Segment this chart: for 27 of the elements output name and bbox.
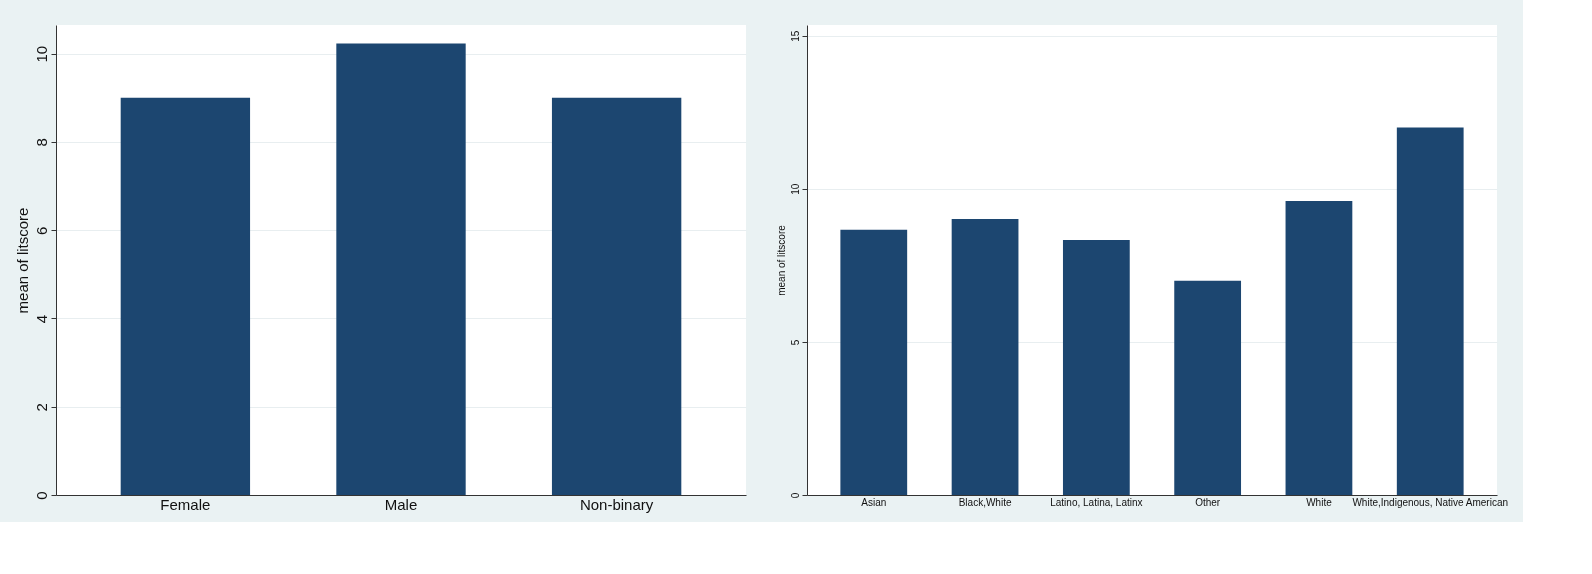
y-tick-label: 10 bbox=[789, 183, 801, 195]
bar bbox=[1285, 201, 1353, 495]
y-tick-label: 6 bbox=[32, 226, 50, 235]
y-tick-label: 4 bbox=[32, 314, 50, 324]
x-tick-label: Male bbox=[384, 495, 418, 513]
bar bbox=[1062, 239, 1130, 495]
y-tick-label: 5 bbox=[789, 339, 801, 346]
x-tick-label: Latino, Latina, Latinx bbox=[1050, 496, 1143, 508]
bar bbox=[951, 219, 1019, 495]
y-tick-label: 10 bbox=[32, 45, 50, 63]
x-tick-label: Other bbox=[1195, 496, 1221, 508]
y-tick-label: 2 bbox=[32, 403, 50, 412]
y-tick-label: 0 bbox=[789, 492, 801, 499]
x-tick-label: White bbox=[1306, 496, 1333, 508]
x-tick-label: White,Indigenous, Native American bbox=[1352, 496, 1509, 508]
y-axis-title: mean of litscore bbox=[13, 207, 31, 314]
x-tick-label: Asian bbox=[861, 496, 887, 508]
bar bbox=[1174, 280, 1242, 495]
bar bbox=[840, 229, 908, 495]
x-tick-label: Female bbox=[160, 495, 211, 513]
y-tick-label: 8 bbox=[32, 138, 50, 147]
y-tick-label: 0 bbox=[32, 491, 50, 500]
y-tick-label: 15 bbox=[789, 30, 801, 42]
x-tick-label: Non-binary bbox=[579, 495, 654, 513]
y-axis-title: mean of litscore bbox=[775, 224, 787, 296]
bar bbox=[1396, 127, 1464, 495]
x-tick-label: Black,White bbox=[958, 496, 1012, 508]
